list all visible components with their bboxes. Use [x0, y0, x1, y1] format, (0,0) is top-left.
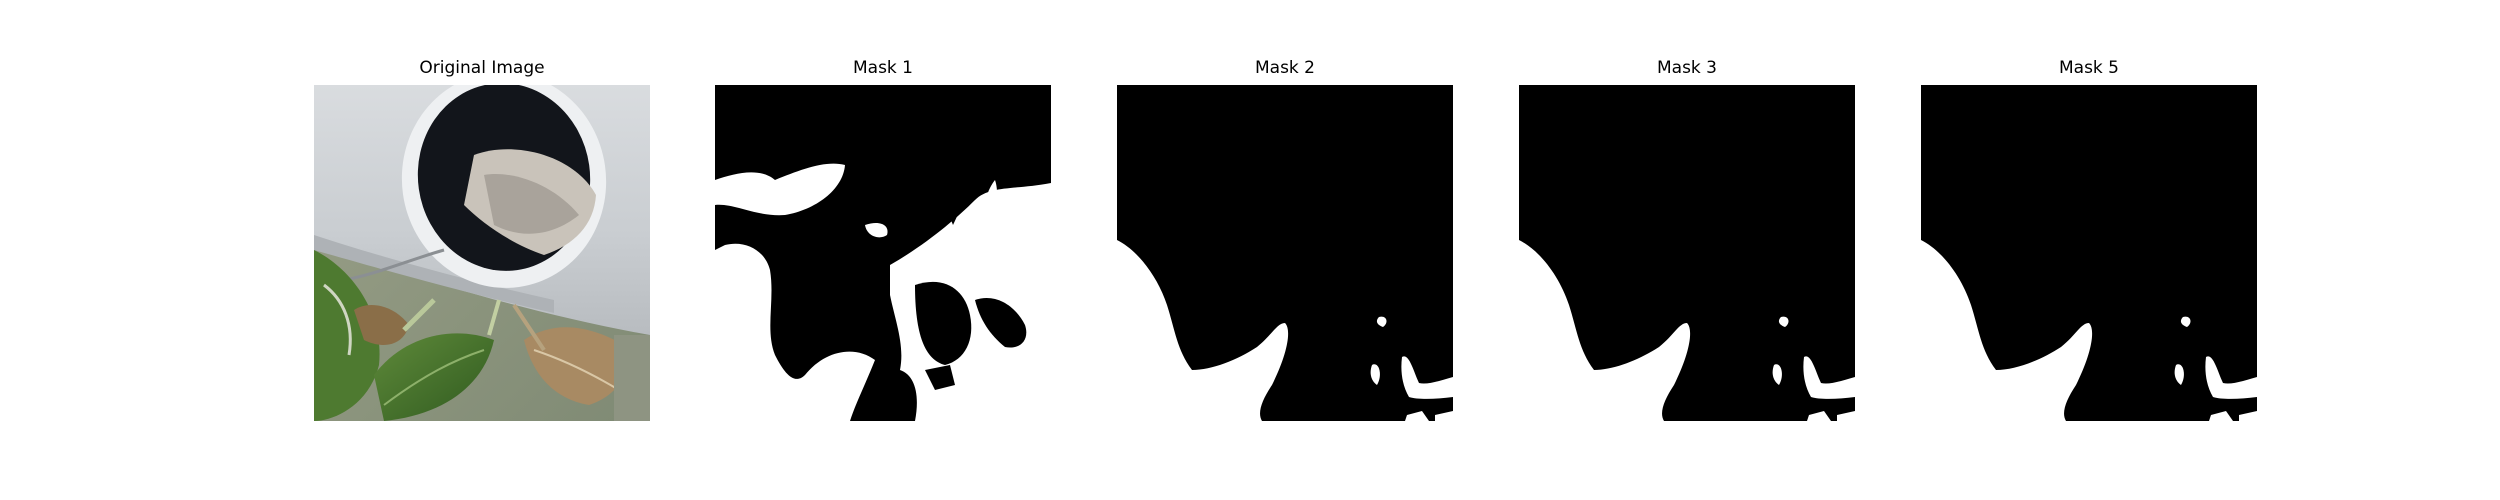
panel-title: Original Image	[419, 58, 545, 78]
panel-title: Mask 2	[1254, 58, 1315, 78]
panel-title: Mask 5	[2058, 58, 2119, 78]
panel-title: Mask 1	[852, 58, 913, 78]
mask-1-image	[715, 85, 1051, 421]
original-photo	[314, 85, 650, 421]
mask-5-image	[1921, 85, 2257, 421]
panel-title: Mask 3	[1656, 58, 1717, 78]
mask-2-image	[1117, 85, 1453, 421]
mask-3-image	[1519, 85, 1855, 421]
